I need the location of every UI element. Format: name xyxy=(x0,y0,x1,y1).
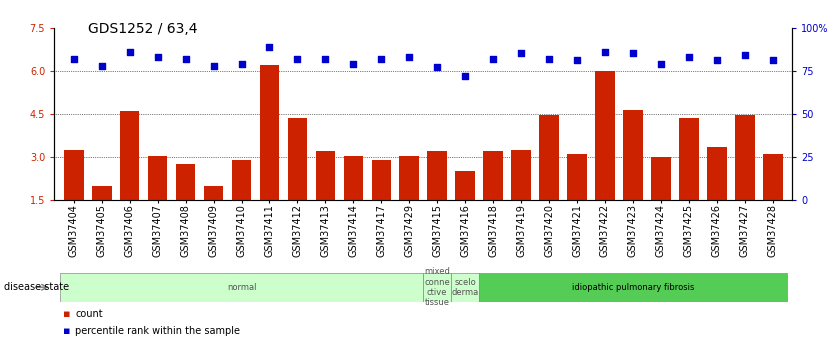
Bar xyxy=(399,156,419,200)
Bar xyxy=(451,273,480,302)
Point xyxy=(123,49,137,55)
Point xyxy=(738,52,751,58)
Text: scelo
derma: scelo derma xyxy=(451,277,479,297)
Point xyxy=(263,44,276,49)
Bar xyxy=(651,157,671,200)
Bar xyxy=(595,71,615,200)
Point xyxy=(570,58,584,63)
Bar xyxy=(455,171,475,200)
Point xyxy=(515,51,528,56)
Point xyxy=(598,49,611,55)
Text: GDS1252 / 63,4: GDS1252 / 63,4 xyxy=(88,22,197,37)
Bar xyxy=(763,154,782,200)
Bar xyxy=(511,150,531,200)
Bar xyxy=(203,186,224,200)
Text: disease state: disease state xyxy=(4,282,69,292)
Point xyxy=(319,56,332,61)
Bar xyxy=(120,111,139,200)
Point xyxy=(710,58,723,63)
Point xyxy=(95,63,108,68)
Bar xyxy=(735,115,755,200)
Point xyxy=(766,58,780,63)
Point xyxy=(682,54,696,60)
Bar xyxy=(64,150,83,200)
Bar xyxy=(176,164,195,200)
Bar xyxy=(623,110,643,200)
Bar xyxy=(60,273,423,302)
Text: ▪: ▪ xyxy=(63,309,70,319)
Point xyxy=(626,51,640,56)
Bar xyxy=(148,156,168,200)
Point xyxy=(207,63,220,68)
Bar xyxy=(232,160,251,200)
Point xyxy=(235,61,249,67)
Point xyxy=(151,54,164,60)
Bar xyxy=(480,273,786,302)
Bar xyxy=(371,160,391,200)
Text: percentile rank within the sample: percentile rank within the sample xyxy=(75,326,240,335)
Bar xyxy=(315,151,335,200)
Text: normal: normal xyxy=(227,283,256,292)
Bar xyxy=(344,156,363,200)
Point xyxy=(430,65,444,70)
Point xyxy=(291,56,304,61)
Point xyxy=(542,56,555,61)
Text: idiopathic pulmonary fibrosis: idiopathic pulmonary fibrosis xyxy=(572,283,694,292)
Point xyxy=(459,73,472,79)
Bar xyxy=(259,65,279,200)
Point xyxy=(67,56,80,61)
Text: mixed
conne
ctive
tissue: mixed conne ctive tissue xyxy=(425,267,450,307)
Point xyxy=(347,61,360,67)
Bar xyxy=(567,154,587,200)
Text: ▪: ▪ xyxy=(63,326,70,335)
Point xyxy=(179,56,193,61)
Text: count: count xyxy=(75,309,103,319)
Point xyxy=(374,56,388,61)
Bar xyxy=(707,147,726,200)
Bar xyxy=(288,118,307,200)
Bar xyxy=(92,186,112,200)
Bar xyxy=(540,115,559,200)
Point xyxy=(654,61,667,67)
Bar xyxy=(679,118,699,200)
Point xyxy=(486,56,500,61)
Bar xyxy=(423,273,451,302)
Point xyxy=(403,54,416,60)
Bar xyxy=(428,151,447,200)
Bar xyxy=(484,151,503,200)
